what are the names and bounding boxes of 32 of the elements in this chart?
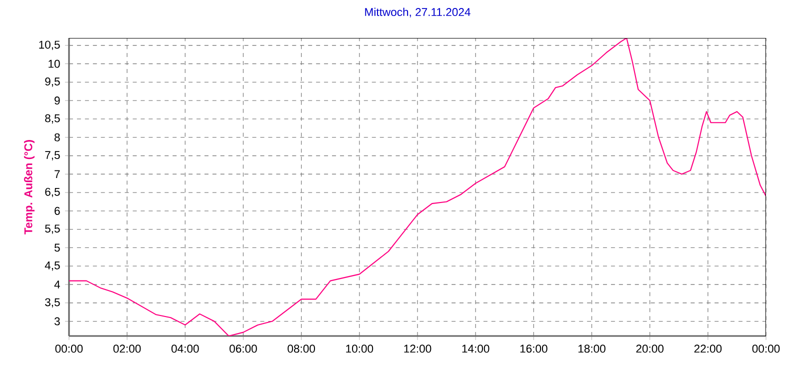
y-tick-label: 6 — [54, 206, 60, 215]
chart-title: Mittwoch, 27.11.2024 — [365, 8, 470, 18]
x-tick-label: 12:00 — [404, 344, 432, 353]
y-tick-label: 8,5 — [45, 114, 60, 124]
x-tick-label: 18:00 — [578, 344, 606, 353]
x-tick-label: 06:00 — [230, 344, 257, 353]
x-tick-label: 04:00 — [171, 344, 199, 353]
y-tick-label: 10,5 — [39, 40, 60, 50]
x-tick-label: 22:00 — [694, 344, 722, 353]
y-tick-label: 3 — [54, 317, 60, 326]
x-tick-label: 16:00 — [520, 344, 548, 353]
y-tick-label: 7,5 — [45, 151, 60, 160]
x-tick-label: 10:00 — [346, 344, 374, 353]
x-tick-label: 02:00 — [113, 344, 141, 353]
x-tick-label: 00:00 — [55, 344, 83, 353]
x-tick-label: 20:00 — [636, 344, 664, 353]
y-axis-title: Temp. Außen (°C) — [24, 140, 35, 234]
line-series — [69, 38, 766, 336]
y-tick-label: 9,5 — [45, 78, 60, 87]
y-tick-label: 5 — [54, 244, 60, 252]
y-tick-label: 5,5 — [45, 224, 60, 234]
y-tick-label: 4,5 — [44, 261, 60, 271]
x-tick-label: 08:00 — [288, 344, 316, 353]
x-tick-label: 14:00 — [462, 344, 490, 353]
y-tick-label: 4 — [54, 280, 60, 288]
y-tick-label: 6,5 — [45, 188, 60, 198]
x-tick-label: 00:00 — [752, 344, 780, 353]
y-tick-label: 8 — [54, 133, 60, 142]
y-tick-label: 3,5 — [45, 298, 60, 308]
y-tick-label: 10 — [48, 60, 60, 68]
y-tick-label: 9 — [54, 96, 60, 105]
y-tick-label: 7 — [54, 170, 60, 178]
